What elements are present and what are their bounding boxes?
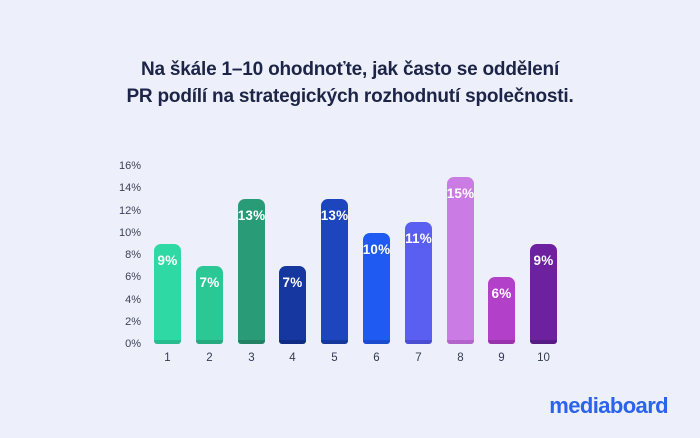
plot-area: 9% 1 7% 2 13% 3 7% 4 13% 5 10% 6 11% 7 15% 8 6% 9 9% 10 [152,166,557,364]
x-tick-7: 7 [415,352,422,364]
x-tick-5: 5 [331,352,338,364]
x-tick-6: 6 [373,352,380,364]
bar-6: 10% [363,233,390,344]
bar-4: 7% [279,266,306,344]
bar-value-label: 7% [199,275,220,290]
bar-5: 13% [321,199,348,344]
x-tick-10: 10 [537,352,550,364]
bar-1: 9% [154,244,181,344]
x-tick-2: 2 [206,352,213,364]
y-tick-8%: 8% [125,249,141,261]
bar-value-label: 13% [237,208,266,223]
chart-title: Na škále 1–10 ohodnoťte, jak často se od… [0,56,700,110]
bar-10: 9% [530,244,557,344]
bar-value-label: 7% [282,275,303,290]
y-tick-16%: 16% [118,160,141,172]
y-tick-2%: 2% [125,315,141,328]
y-tick-12%: 12% [118,204,141,217]
bar-8: 15% [447,177,474,344]
bar-value-label: 10% [362,242,391,257]
x-tick-9: 9 [498,352,505,364]
x-tick-4: 4 [289,352,296,364]
y-axis: 16% 14% 12% 10% 8% 6% 4% 2% 0% [110,160,141,350]
y-tick-6%: 6% [125,271,141,284]
bar-value-label: 11% [405,231,432,246]
bar-7: 11% [405,222,432,344]
bar-value-label: 15% [446,186,475,201]
x-tick-8: 8 [457,352,464,364]
x-tick-1: 1 [164,352,171,364]
y-tick-4%: 4% [125,293,141,306]
bar-chart: 16% 14% 12% 10% 8% 6% 4% 2% 0% 9% 1 7% 2 13% 3 7% 4 13% 5… [110,160,580,376]
bar-3: 13% [238,199,265,344]
bar-value-label: 6% [491,286,512,301]
chart-title-line-1: Na škále 1–10 ohodnoťte, jak často se od… [140,59,560,80]
bar-value-label: 9% [157,253,178,268]
bar-value-label: 13% [320,208,349,223]
y-tick-14%: 14% [118,182,141,195]
bar-9: 6% [488,277,515,344]
x-tick-3: 3 [248,352,255,364]
y-tick-0%: 0% [125,338,141,350]
bar-2: 7% [196,266,223,344]
mediaboard-logo: mediaboard [549,393,668,418]
bar-value-label: 9% [533,253,554,268]
y-tick-10%: 10% [118,226,141,239]
chart-title-line-2: PR podílí na strategických rozhodnutí sp… [126,86,574,107]
